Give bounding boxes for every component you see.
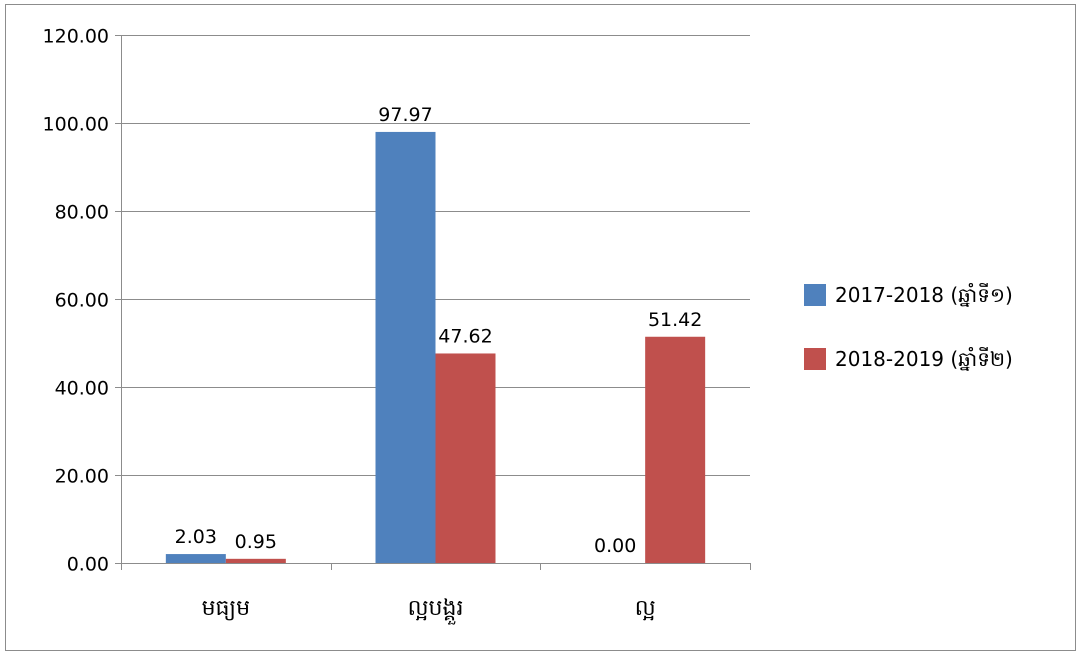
x-category-label: ល្អបង្គួរ (408, 596, 464, 625)
legend: 2017-2018 (ឆ្នាំទី១) 2018-2019 (ឆ្នាំទី២) (804, 282, 1013, 371)
y-tick-label: 0.00 (67, 554, 109, 576)
data-label: 51.42 (648, 309, 702, 331)
legend-label: 2018-2019 (ឆ្នាំទី២) (835, 346, 1013, 371)
data-label: 2.03 (175, 526, 217, 548)
data-label: 0.00 (594, 535, 636, 557)
y-tick-label: 80.00 (55, 202, 109, 224)
x-category-label: ល្អ (635, 596, 656, 621)
bars (165, 131, 706, 563)
y-tick-label: 20.00 (55, 466, 109, 488)
bar-series-1 (165, 554, 226, 563)
y-tick-label: 60.00 (55, 290, 109, 312)
legend-swatch (804, 348, 826, 370)
data-label: 47.62 (438, 325, 492, 347)
legend-label: 2017-2018 (ឆ្នាំទី១) (835, 282, 1013, 307)
y-tick-label: 100.00 (43, 114, 109, 136)
data-labels: 2.03 97.97 0.00 0.95 47.62 51.42 (175, 104, 703, 557)
bar-series-1 (375, 131, 436, 563)
data-label: 0.95 (235, 531, 277, 553)
data-label: 97.97 (378, 104, 432, 126)
bar-series-2 (225, 558, 286, 563)
chart-frame (5, 4, 1076, 651)
x-category-label: មធ្យម (202, 596, 250, 621)
bar-series-2 (645, 336, 706, 563)
bar-series-2 (435, 353, 496, 563)
legend-swatch (804, 284, 826, 306)
y-tick-label: 120.00 (43, 26, 109, 48)
axes: 0.00 20.00 40.00 60.00 80.00 100.00 120.00 មធ្យ… (43, 26, 751, 625)
y-tick-label: 40.00 (55, 378, 109, 400)
